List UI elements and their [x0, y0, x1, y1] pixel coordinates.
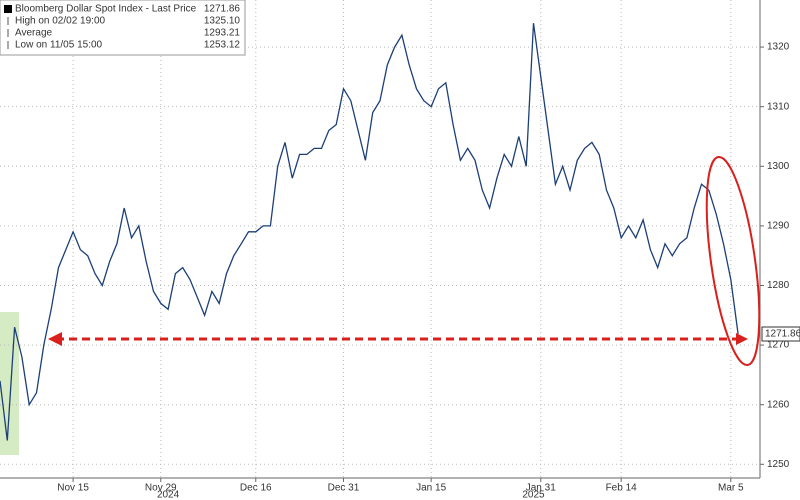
x-tick-label: Dec 31 — [328, 483, 360, 494]
x-tick-label: Nov 29 — [145, 483, 177, 494]
y-tick-label: 1250 — [767, 459, 790, 470]
y-tick-label: 1270 — [767, 340, 790, 351]
legend-label: Bloomberg Dollar Spot Index - Last Price — [15, 4, 197, 15]
y-tick-label: 1280 — [767, 280, 790, 291]
year-label: 2024 — [157, 490, 180, 500]
legend-value: 1293.21 — [204, 28, 241, 39]
x-tick-label: Feb 14 — [606, 483, 638, 494]
x-tick-label: Mar 5 — [718, 483, 744, 494]
x-tick-label: Dec 16 — [240, 483, 272, 494]
y-tick-label: 1300 — [767, 161, 790, 172]
plot — [0, 0, 760, 478]
x-tick-label: Jan 31 — [526, 483, 556, 494]
year-label: 2025 — [522, 490, 545, 500]
legend-label: Low on 11/05 15:00 — [15, 40, 103, 51]
legend-swatch — [4, 5, 12, 13]
legend-box — [0, 0, 246, 56]
y-tick-label: 1320 — [767, 42, 790, 53]
legend-value: 1325.10 — [204, 16, 241, 27]
legend-label: High on 02/02 19:00 — [15, 16, 106, 27]
x-tick-label: Jan 15 — [416, 483, 446, 494]
price-line — [0, 23, 739, 441]
last-price-label: 1271.86 — [765, 329, 800, 340]
arrow-head — [736, 333, 748, 345]
legend-value: 1271.86 — [204, 4, 241, 15]
highlight-ellipse — [705, 155, 761, 367]
legend-value: 1253.12 — [204, 40, 241, 51]
legend: Bloomberg Dollar Spot Index - Last Price… — [0, 0, 246, 56]
last-price-tag — [761, 326, 800, 342]
arrow-head — [48, 332, 62, 346]
y-tick-label: 1310 — [767, 101, 790, 112]
y-tick-label: 1260 — [767, 399, 790, 410]
x-tick-label: Nov 15 — [57, 483, 89, 494]
y-tick-label: 1290 — [767, 221, 790, 232]
legend-label: Average — [15, 28, 53, 39]
